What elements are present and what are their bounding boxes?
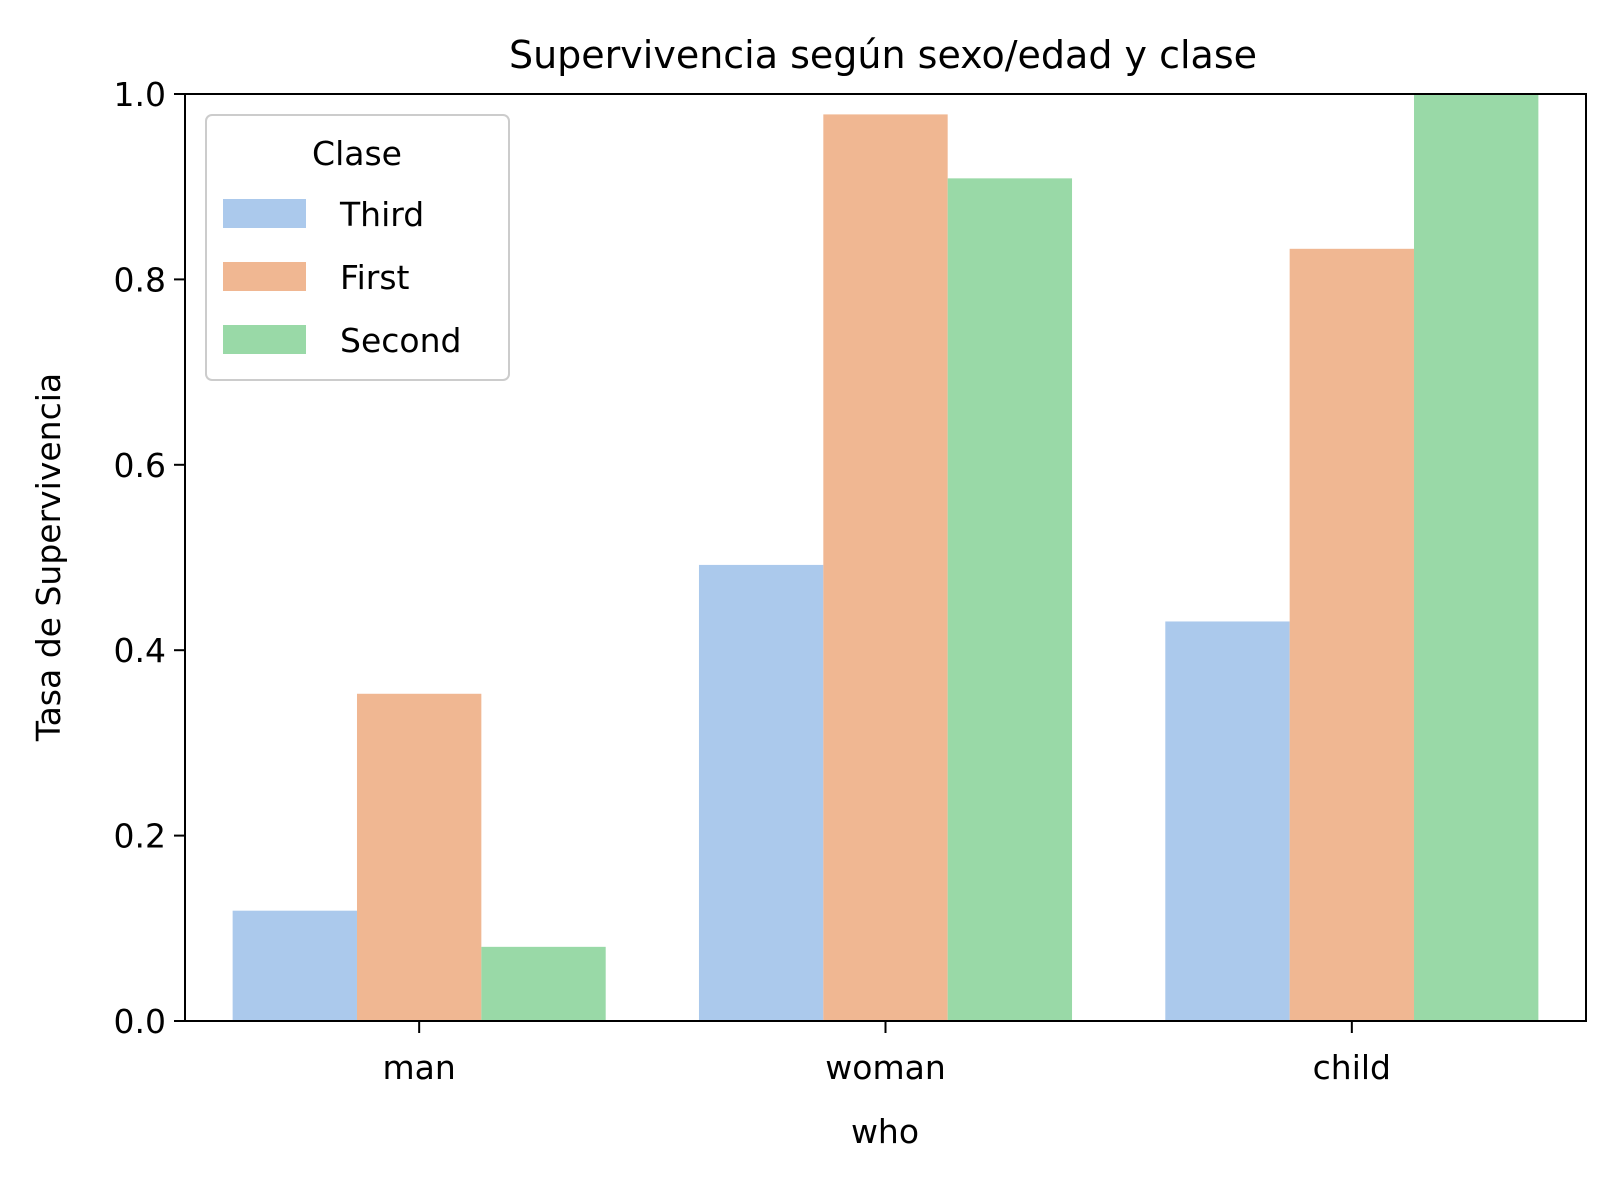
- legend-label-third: Third: [339, 195, 424, 234]
- y-axis-label: Tasa de Supervivencia: [29, 373, 68, 742]
- legend: Clase Third First Second: [205, 114, 510, 381]
- bar-third-man: [232, 910, 357, 1021]
- bar-first-woman: [823, 114, 948, 1022]
- legend-frame: [205, 114, 510, 381]
- y-tick-label: 0.2: [114, 817, 166, 856]
- legend-swatch-third: [223, 199, 306, 228]
- x-tick-label: woman: [825, 1048, 945, 1087]
- y-axis: 0.0 0.2 0.4 0.6 0.8 1.0: [114, 75, 185, 1041]
- y-tick-label: 0.4: [114, 631, 166, 670]
- legend-label-second: Second: [340, 321, 461, 360]
- x-tick-label: child: [1313, 1048, 1391, 1087]
- y-tick-label: 0.0: [114, 1002, 166, 1041]
- x-tick-label: man: [383, 1048, 456, 1087]
- y-tick-label: 0.6: [114, 446, 166, 485]
- bar-third-woman: [698, 564, 824, 1021]
- legend-swatch-second: [223, 325, 306, 354]
- legend-swatch-first: [223, 262, 306, 291]
- bar-second-child: [1414, 94, 1539, 1021]
- bar-second-man: [481, 946, 606, 1021]
- y-tick-label: 1.0: [114, 75, 166, 114]
- legend-title: Clase: [312, 134, 402, 173]
- legend-items: Third First Second: [223, 195, 461, 360]
- bars-group: [232, 94, 1539, 1022]
- chart-title: Supervivencia según sexo/edad y clase: [509, 33, 1257, 77]
- bar-first-child: [1289, 248, 1415, 1021]
- legend-label-first: First: [340, 258, 410, 297]
- y-tick-label: 0.8: [114, 260, 166, 299]
- x-axis-label: who: [851, 1112, 919, 1151]
- bar-first-man: [356, 693, 482, 1021]
- bar-third-child: [1165, 621, 1290, 1021]
- plot-frame: [184, 93, 1587, 1022]
- bar-second-woman: [947, 178, 1073, 1021]
- x-axis: man woman child: [383, 1022, 1391, 1087]
